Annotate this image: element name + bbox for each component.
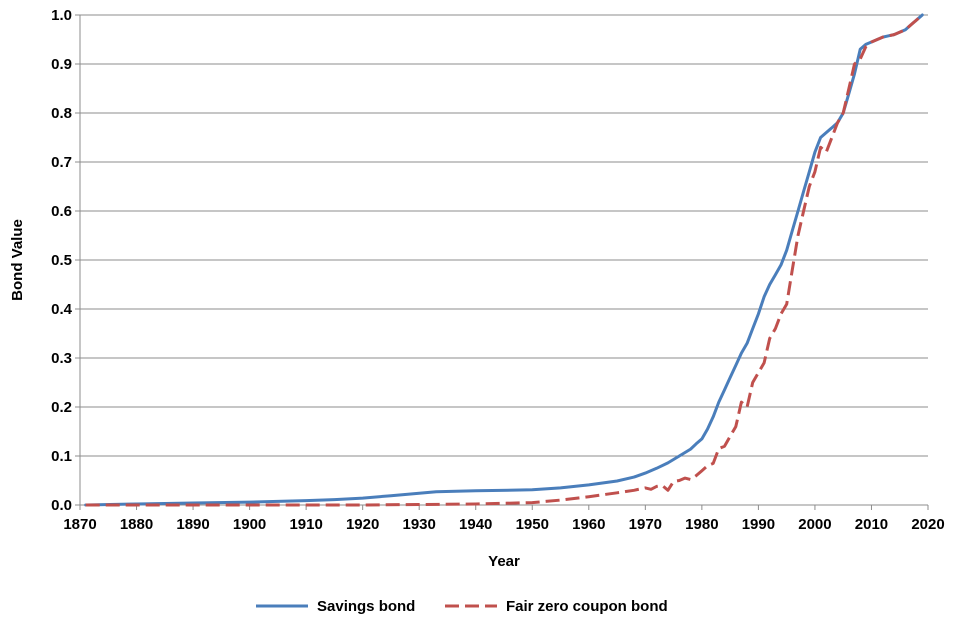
series-lines	[84, 13, 924, 507]
x-tick-label: 1950	[516, 516, 549, 533]
y-tick-label: 0.3	[51, 350, 72, 367]
x-axis-ticks: 1870 1880 1890 1900 1910 1920 1930 1940 1950 1960…	[63, 505, 945, 533]
y-tick-label: 0.4	[51, 301, 73, 318]
y-tick-label: 0.9	[51, 56, 72, 73]
y-tick-label: 0.2	[51, 399, 72, 416]
x-tick-label: 1890	[176, 516, 209, 533]
gridlines	[80, 14, 928, 457]
y-tick-label: 0.8	[51, 105, 72, 122]
x-tick-label: 1880	[120, 516, 153, 533]
x-tick-label: 2000	[798, 516, 831, 533]
legend-label-1: Savings bond	[317, 598, 415, 615]
y-tick-label: 1.0	[51, 7, 72, 24]
x-tick-label: 2020	[911, 516, 944, 533]
x-tick-label: 1920	[346, 516, 379, 533]
x-tick-label: 1990	[742, 516, 775, 533]
x-tick-label: 1960	[572, 516, 605, 533]
x-tick-label: 1870	[63, 516, 96, 533]
y-axis-title: Bond Value	[9, 219, 26, 301]
x-tick-label: 1910	[289, 516, 322, 533]
x-axis-title: Year	[488, 553, 520, 570]
x-tick-label: 2010	[855, 516, 888, 533]
x-tick-label: 1970	[629, 516, 662, 533]
x-tick-label: 1980	[685, 516, 718, 533]
y-tick-label: 0.6	[51, 203, 72, 220]
y-tick-label: 0.5	[51, 252, 72, 269]
y-tick-label: 0.0	[51, 497, 72, 514]
y-tick-label: 0.7	[51, 154, 72, 171]
legend: Savings bond Fair zero coupon bond	[256, 598, 668, 615]
x-tick-label: 1940	[459, 516, 492, 533]
legend-label-2: Fair zero coupon bond	[506, 598, 668, 615]
y-axis-ticks: 0.0 0.1 0.2 0.3 0.4 0.5 0.6 0.7 0.8 0.9 1.0	[51, 7, 80, 514]
x-tick-label: 1930	[403, 516, 436, 533]
series-line-2	[85, 13, 924, 507]
x-tick-label: 1900	[233, 516, 266, 533]
y-tick-label: 0.1	[51, 448, 72, 465]
